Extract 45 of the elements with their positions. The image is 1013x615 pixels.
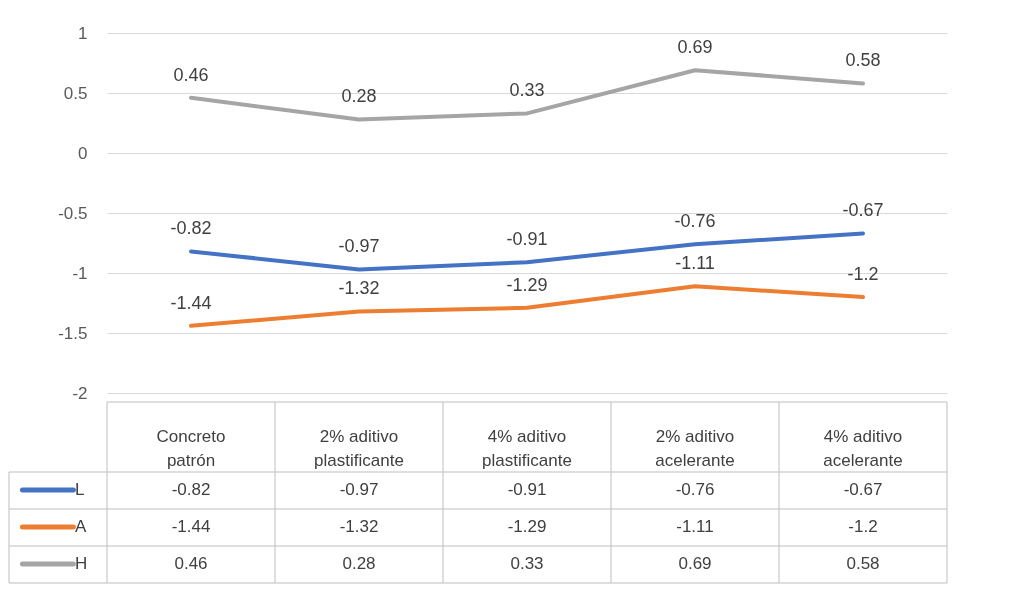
data-label: 0.58 xyxy=(845,50,881,71)
data-label: -0.82 xyxy=(170,218,212,239)
data-label: 0.69 xyxy=(677,37,713,58)
y-tick-label: -1.5 xyxy=(58,323,88,343)
y-tick-label: 0 xyxy=(78,143,88,163)
data-label: -1.11 xyxy=(675,253,715,274)
data-label: 0.46 xyxy=(173,64,209,85)
text: 0.58 xyxy=(846,554,880,573)
text: -0.82 xyxy=(171,480,211,499)
data-label: -1.44 xyxy=(170,292,212,313)
legend-label: A xyxy=(75,517,88,536)
data-label: -0.91 xyxy=(506,229,548,250)
text: -1.11 xyxy=(676,517,714,536)
x-tick-label: Concreto patrón xyxy=(156,427,226,470)
y-tick-label: 1 xyxy=(78,23,88,43)
text: 0.33 xyxy=(510,554,544,573)
data-label: 0.28 xyxy=(341,86,377,107)
text: 0.46 xyxy=(174,554,208,573)
y-tick-label: -2 xyxy=(72,383,88,403)
x-tick-label: 2% aditivo acelerante xyxy=(655,427,735,470)
text: -1.29 xyxy=(507,517,547,536)
text: -0.67 xyxy=(843,480,883,499)
text: 0.28 xyxy=(342,554,376,573)
text: -1.44 xyxy=(171,517,211,536)
text: 0.69 xyxy=(678,554,712,573)
x-tick-label: 2% aditivo plastificante xyxy=(314,427,404,470)
text: -1.32 xyxy=(339,517,379,536)
legend-label: L xyxy=(75,480,85,499)
y-tick-label: -0.5 xyxy=(58,203,88,223)
y-tick-label: 0.5 xyxy=(63,83,88,103)
x-tick-label: 4% aditivo acelerante xyxy=(823,427,903,470)
data-label: -1.2 xyxy=(847,264,879,284)
data-label: -0.67 xyxy=(842,200,884,221)
text: -0.91 xyxy=(507,480,547,499)
data-label: 0.33 xyxy=(509,80,545,101)
data-label: -0.97 xyxy=(338,236,380,257)
text: -1.2 xyxy=(848,517,878,536)
data-label: -1.29 xyxy=(506,274,548,295)
x-tick-label: 4% aditivo plastificante xyxy=(482,427,572,470)
text: -0.76 xyxy=(675,480,715,499)
data-label: -0.76 xyxy=(674,211,716,232)
legend-label: H xyxy=(75,554,88,573)
data-label: -1.32 xyxy=(338,278,380,299)
y-tick-label: -1 xyxy=(72,263,88,283)
text: -0.97 xyxy=(339,480,379,499)
